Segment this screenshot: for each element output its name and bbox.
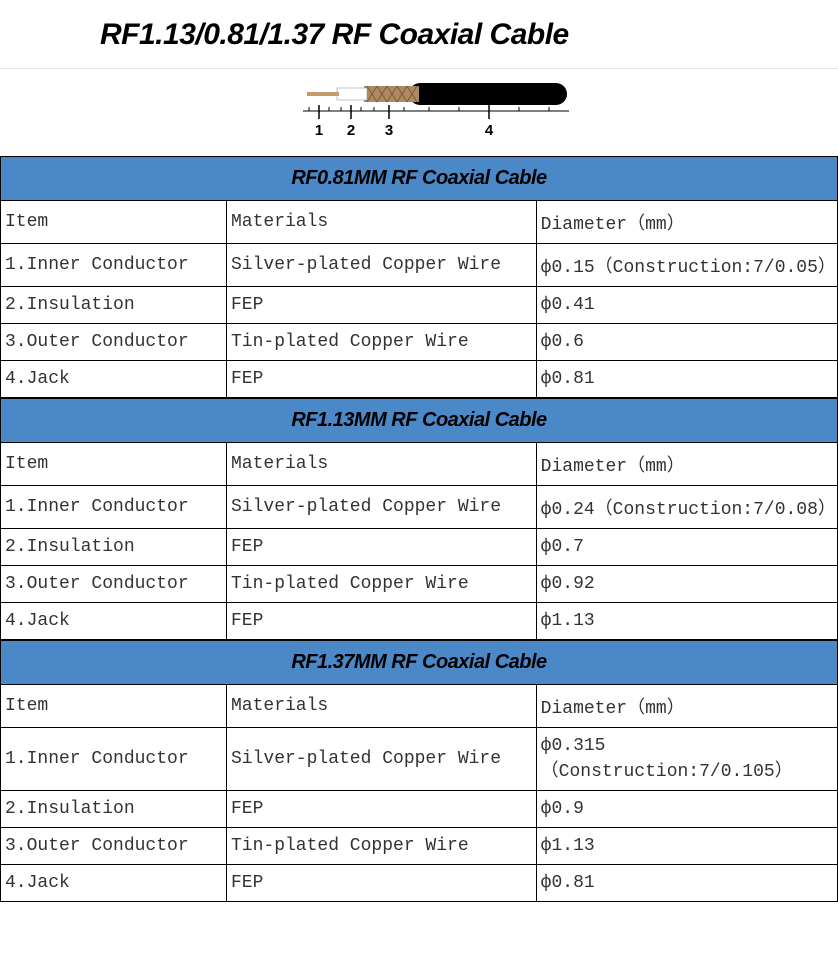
cell-materials: Tin-plated Copper Wire bbox=[226, 828, 536, 865]
cell-item: 3.Outer Conductor bbox=[1, 324, 227, 361]
table-row: 2.InsulationFEPф0.41 bbox=[1, 287, 838, 324]
col-item: Item bbox=[1, 443, 227, 486]
table-row: 3.Outer ConductorTin-plated Copper Wireф… bbox=[1, 566, 838, 603]
cell-diameter: ф1.13 bbox=[536, 603, 837, 640]
cell-diameter: ф0.9 bbox=[536, 791, 837, 828]
cell-materials: FEP bbox=[226, 603, 536, 640]
cell-diameter: ф0.315（Construction:7/0.105） bbox=[536, 728, 837, 791]
cell-item: 1.Inner Conductor bbox=[1, 486, 227, 529]
cell-item: 1.Inner Conductor bbox=[1, 244, 227, 287]
diagram-label-4: 4 bbox=[485, 122, 494, 139]
table-row: 2.InsulationFEPф0.7 bbox=[1, 529, 838, 566]
spec-table-1: Item Materials Diameter（mm） 1.Inner Cond… bbox=[0, 442, 838, 640]
table-row: 1.Inner ConductorSilver-plated Copper Wi… bbox=[1, 244, 838, 287]
cell-materials: Silver-plated Copper Wire bbox=[226, 728, 536, 791]
diagram-label-2: 2 bbox=[347, 122, 355, 139]
cell-item: 4.Jack bbox=[1, 361, 227, 398]
spec-table-0: Item Materials Diameter（mm） 1.Inner Cond… bbox=[0, 200, 838, 398]
cell-item: 2.Insulation bbox=[1, 791, 227, 828]
table-row: 4.JackFEPф0.81 bbox=[1, 865, 838, 902]
section-header-2: RF1.37MM RF Coaxial Cable bbox=[0, 640, 838, 684]
table-header-row: Item Materials Diameter（mm） bbox=[1, 201, 838, 244]
col-materials: Materials bbox=[226, 201, 536, 244]
table-row: 1.Inner ConductorSilver-plated Copper Wi… bbox=[1, 486, 838, 529]
cell-item: 4.Jack bbox=[1, 603, 227, 640]
cable-diagram: 1 2 3 4 bbox=[0, 69, 838, 156]
diagram-label-1: 1 bbox=[315, 122, 323, 139]
cell-materials: FEP bbox=[226, 865, 536, 902]
cell-materials: Silver-plated Copper Wire bbox=[226, 244, 536, 287]
cell-materials: FEP bbox=[226, 529, 536, 566]
cell-diameter: ф0.6 bbox=[536, 324, 837, 361]
cell-item: 2.Insulation bbox=[1, 529, 227, 566]
page-title: RF1.13/0.81/1.37 RF Coaxial Cable bbox=[0, 0, 838, 69]
cell-diameter: ф0.7 bbox=[536, 529, 837, 566]
section-header-0: RF0.81MM RF Coaxial Cable bbox=[0, 156, 838, 200]
cell-diameter: ф0.41 bbox=[536, 287, 837, 324]
cell-diameter: ф0.92 bbox=[536, 566, 837, 603]
cell-materials: FEP bbox=[226, 361, 536, 398]
table-row: 2.InsulationFEPф0.9 bbox=[1, 791, 838, 828]
cell-materials: Tin-plated Copper Wire bbox=[226, 566, 536, 603]
spec-table-2: Item Materials Diameter（mm） 1.Inner Cond… bbox=[0, 684, 838, 902]
cell-materials: FEP bbox=[226, 791, 536, 828]
cell-item: 3.Outer Conductor bbox=[1, 566, 227, 603]
cell-item: 3.Outer Conductor bbox=[1, 828, 227, 865]
col-diameter: Diameter（mm） bbox=[536, 685, 837, 728]
cell-diameter: ф0.81 bbox=[536, 865, 837, 902]
col-diameter: Diameter（mm） bbox=[536, 443, 837, 486]
table-row: 3.Outer ConductorTin-plated Copper Wireф… bbox=[1, 828, 838, 865]
section-header-1: RF1.13MM RF Coaxial Cable bbox=[0, 398, 838, 442]
col-item: Item bbox=[1, 685, 227, 728]
cell-materials: FEP bbox=[226, 287, 536, 324]
col-materials: Materials bbox=[226, 443, 536, 486]
cell-diameter: ф0.15（Construction:7/0.05） bbox=[536, 244, 837, 287]
col-diameter: Diameter（mm） bbox=[536, 201, 837, 244]
col-materials: Materials bbox=[226, 685, 536, 728]
cell-item: 4.Jack bbox=[1, 865, 227, 902]
table-row: 3.Outer ConductorTin-plated Copper Wireф… bbox=[1, 324, 838, 361]
cell-item: 1.Inner Conductor bbox=[1, 728, 227, 791]
table-row: 4.JackFEPф0.81 bbox=[1, 361, 838, 398]
cell-diameter: ф1.13 bbox=[536, 828, 837, 865]
cell-item: 2.Insulation bbox=[1, 287, 227, 324]
cell-diameter: ф0.24（Construction:7/0.08） bbox=[536, 486, 837, 529]
cell-diameter: ф0.81 bbox=[536, 361, 837, 398]
cell-materials: Silver-plated Copper Wire bbox=[226, 486, 536, 529]
table-row: 4.JackFEPф1.13 bbox=[1, 603, 838, 640]
diagram-label-3: 3 bbox=[385, 122, 393, 139]
col-item: Item bbox=[1, 201, 227, 244]
table-header-row: Item Materials Diameter（mm） bbox=[1, 685, 838, 728]
table-header-row: Item Materials Diameter（mm） bbox=[1, 443, 838, 486]
cell-materials: Tin-plated Copper Wire bbox=[226, 324, 536, 361]
table-row: 1.Inner ConductorSilver-plated Copper Wi… bbox=[1, 728, 838, 791]
